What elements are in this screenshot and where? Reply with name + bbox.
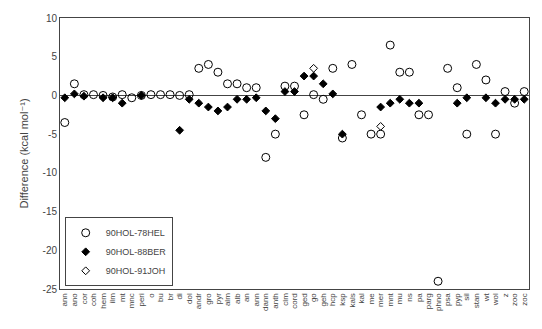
svg-text:alb: alb [233,293,242,304]
svg-text:phno: phno [434,293,443,311]
svg-text:cord: cord [290,293,299,309]
svg-text:ano: ano [70,293,79,307]
svg-text:gro: gro [204,293,213,305]
svg-text:wt: wt [482,292,491,302]
svg-text:mnc: mnc [127,293,136,308]
svg-text:mu: mu [395,293,404,304]
svg-text:dol: dol [185,293,194,304]
svg-text:0: 0 [51,90,57,101]
svg-text:ged: ged [300,293,309,306]
svg-text:Difference (kcal mol⁻¹): Difference (kcal mol⁻¹) [18,98,30,208]
svg-text:peri: peri [137,293,146,307]
svg-text:ann: ann [252,293,261,306]
svg-text:mnt: mnt [386,292,395,306]
svg-text:mt: mt [118,292,127,302]
svg-text:90HOL-88BER: 90HOL-88BER [106,247,167,257]
svg-text:ann: ann [60,293,69,306]
svg-text:psa: psa [443,293,452,306]
svg-text:mer: mer [376,293,385,307]
svg-text:pa: pa [415,293,424,302]
svg-text:kals: kals [348,293,357,307]
svg-text:pyr: pyr [214,293,223,304]
svg-text:zoc: zoc [520,293,529,305]
svg-text:90HOL-91JOH: 90HOL-91JOH [106,266,166,276]
svg-text:z: z [501,293,510,297]
svg-text:me: me [367,293,376,305]
svg-text:hcp: hcp [328,293,337,306]
svg-text:hem: hem [99,293,108,309]
svg-text:90HOL-78HEL: 90HOL-78HEL [106,228,165,238]
svg-text:-10: -10 [43,167,58,178]
svg-text:bu: bu [156,293,165,302]
svg-text:parg: parg [424,293,433,309]
svg-text:pyp: pyp [453,293,462,306]
svg-text:an: an [242,293,251,302]
svg-text:-15: -15 [43,206,58,217]
svg-text:andr: andr [194,293,203,309]
svg-text:cor: cor [80,293,89,304]
svg-text:wol: wol [491,293,500,306]
svg-text:di: di [175,293,184,299]
svg-text:alm: alm [223,293,232,306]
svg-text:zoo: zoo [510,293,519,306]
svg-text:10: 10 [46,13,58,24]
svg-text:5: 5 [51,51,57,62]
svg-text:sil: sil [462,293,471,301]
svg-text:kal: kal [357,293,366,303]
svg-text:br: br [166,293,175,300]
svg-text:stan: stan [472,293,481,308]
svg-text:-20: -20 [43,245,58,256]
svg-text:clm: clm [281,293,290,306]
svg-text:ilm: ilm [108,293,117,304]
svg-text:dann: dann [261,293,270,311]
svg-text:geh: geh [319,293,328,306]
svg-text:-25: -25 [43,284,58,295]
svg-text:-5: -5 [48,129,57,140]
svg-text:o: o [147,293,156,298]
svg-text:coh: coh [89,293,98,306]
svg-text:ns: ns [405,293,414,301]
svg-text:go: go [309,293,318,302]
svg-text:ksp: ksp [338,293,347,306]
svg-text:anth: anth [271,293,280,309]
